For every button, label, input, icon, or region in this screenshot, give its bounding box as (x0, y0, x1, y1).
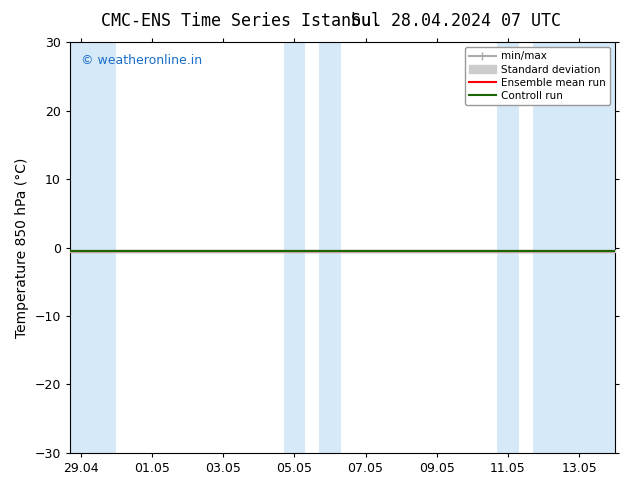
Y-axis label: Temperature 850 hPa (°C): Temperature 850 hPa (°C) (15, 157, 29, 338)
Bar (283, 42, 305, 453)
Bar (320, 42, 340, 453)
Bar (497, 42, 519, 453)
Bar (533, 42, 615, 453)
Text: © weatheronline.in: © weatheronline.in (81, 54, 202, 68)
Legend: min/max, Standard deviation, Ensemble mean run, Controll run: min/max, Standard deviation, Ensemble me… (465, 47, 610, 105)
Text: CMC-ENS Time Series Istanbul: CMC-ENS Time Series Istanbul (101, 12, 381, 30)
Bar (70, 42, 116, 453)
Text: Su. 28.04.2024 07 UTC: Su. 28.04.2024 07 UTC (351, 12, 562, 30)
